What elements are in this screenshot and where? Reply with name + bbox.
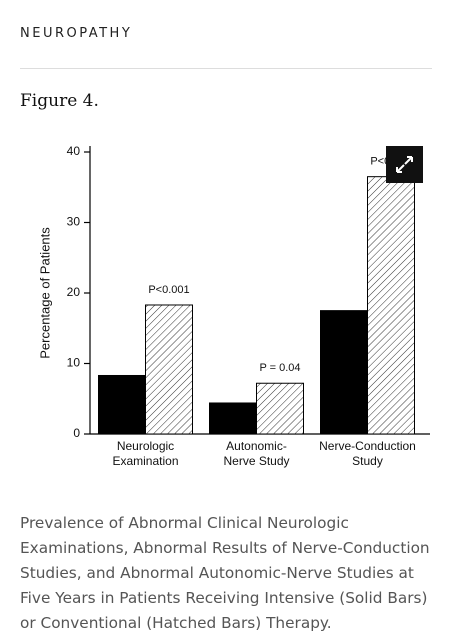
label-line: Neurologic — [117, 439, 174, 453]
y-tick-label: 40 — [67, 144, 81, 158]
x-tick-label: Autonomic-Nerve Study — [223, 439, 289, 468]
divider — [20, 68, 432, 69]
chart: Percentage of Patients 0 10 20 30 40 Neurolog… — [37, 144, 430, 468]
bar — [209, 402, 257, 435]
label-line: Nerve-Conduction — [319, 439, 416, 453]
annotation: P<0.001 — [148, 284, 189, 296]
y-tick-label: 30 — [67, 215, 81, 229]
bar — [320, 310, 368, 435]
annotation: P = 0.04 — [259, 362, 300, 374]
bar — [98, 374, 146, 435]
y-tick-label: 10 — [67, 356, 81, 370]
bar — [145, 304, 193, 435]
label-line: Study — [352, 454, 383, 468]
bar — [256, 382, 304, 435]
label-line: Nerve Study — [223, 454, 289, 468]
section-label[interactable]: NEUROPATHY — [20, 26, 133, 41]
label-line: Autonomic- — [226, 439, 287, 453]
bar — [367, 176, 415, 435]
y-tick-label: 20 — [67, 285, 81, 299]
figure-label: Figure 4. — [20, 91, 99, 111]
y-axis-label: Percentage of Patients — [37, 227, 52, 359]
x-tick-label: Neurologic Examination — [112, 439, 178, 468]
figure-caption: Prevalence of Abnormal Clinical Neurolog… — [20, 514, 430, 632]
expand-button[interactable] — [386, 146, 423, 183]
y-tick-label: 0 — [73, 426, 80, 440]
x-tick-label: Nerve-Conduction Study — [319, 439, 416, 468]
label-line: Examination — [112, 454, 178, 468]
